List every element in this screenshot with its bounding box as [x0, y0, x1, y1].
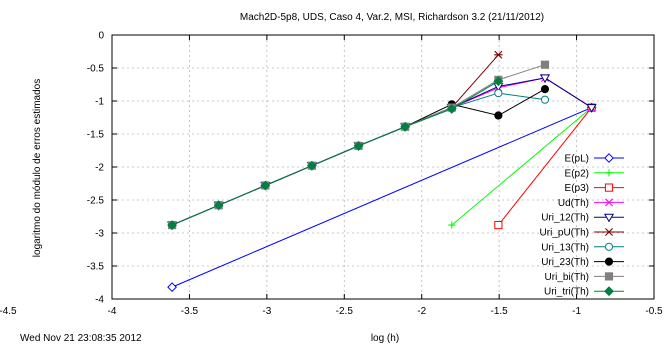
series-line	[497, 107, 592, 226]
data-point	[446, 104, 457, 114]
data-point	[167, 220, 177, 230]
data-point	[605, 198, 613, 207]
x-tick-label: -2.5	[336, 306, 354, 317]
data-point	[213, 200, 224, 211]
x-tick-label: -1.5	[491, 306, 509, 317]
data-point	[604, 272, 614, 281]
corner-tick-left: -4.5	[0, 306, 17, 317]
legend-entry-8: Uri_bi(Th)	[545, 272, 624, 283]
series-9	[167, 76, 504, 230]
plot-series	[167, 50, 597, 293]
data-point	[494, 220, 503, 230]
legend-entry-1: E(p2)	[565, 168, 624, 179]
data-point	[586, 104, 597, 113]
x-tick-label: -4	[108, 306, 117, 317]
data-point	[494, 111, 503, 120]
series-1	[448, 104, 596, 229]
y-tick-label: 0	[98, 31, 104, 42]
data-point	[448, 221, 456, 229]
axes: -4 -3.5 -3 -2.5 -2 -1.5 -1 -0.5 0 -0.5 -1 -1.5 -2 -2.…	[87, 31, 663, 318]
legend-entry-2: E(p3)	[565, 183, 624, 194]
data-point	[167, 282, 177, 293]
y-tick-label: -1.5	[87, 130, 105, 141]
data-point	[493, 76, 504, 87]
y-tick-label: -2	[95, 163, 104, 174]
x-tick-label: -2	[417, 306, 426, 317]
legend-entry-5: Uri_pU(Th)	[540, 228, 624, 239]
y-tick-label: -4	[95, 295, 104, 306]
legend-label: Uri_pU(Th)	[540, 228, 589, 239]
legend: E(pL) E(p2) E(p3) Ud(Th) Uri_12(Th) Uri_pU(Th…	[540, 153, 624, 298]
legend-label: Uri_13(Th)	[541, 242, 589, 253]
chart-title: Mach2D-5p8, UDS, Caso 4, Var.2, MSI, Ric…	[240, 12, 544, 23]
series-0	[167, 102, 597, 293]
series-line	[451, 107, 592, 226]
data-point	[604, 228, 614, 236]
footer-timestamp: Wed Nov 21 23:08:35 2012	[20, 333, 142, 344]
data-point	[603, 213, 615, 223]
legend-entry-4: Uri_12(Th)	[541, 213, 624, 224]
y-tick-label: -3.5	[87, 262, 105, 273]
legend-label: Uri_tri(Th)	[544, 287, 589, 298]
legend-entry-9: Uri_tri(Th)	[544, 286, 624, 298]
series-line	[171, 80, 499, 226]
data-point	[540, 85, 550, 94]
legend-label: E(p3)	[565, 183, 589, 194]
data-point	[604, 153, 614, 163]
y-tick-label: -1	[95, 97, 104, 108]
data-point	[307, 160, 317, 171]
data-point	[540, 95, 550, 104]
legend-label: Uri_bi(Th)	[545, 272, 589, 283]
legend-label: Ud(Th)	[558, 198, 589, 209]
x-tick-label: -3	[262, 306, 271, 317]
x-axis-label: log (h)	[371, 333, 399, 344]
data-point	[400, 121, 411, 132]
x-tick-label: -1	[572, 306, 581, 317]
data-point	[494, 50, 503, 59]
grid	[112, 35, 654, 299]
legend-entry-0: E(pL)	[565, 153, 624, 165]
series-line	[171, 88, 546, 226]
series-line	[171, 77, 592, 226]
legend-label: Uri_12(Th)	[541, 213, 589, 224]
series-2	[494, 103, 596, 230]
series-line	[171, 107, 592, 288]
legend-label: E(p2)	[565, 168, 589, 179]
series-line	[171, 77, 592, 226]
legend-entry-3: Ud(Th)	[558, 198, 624, 209]
legend-label: E(pL)	[565, 154, 589, 165]
data-point	[494, 88, 503, 98]
y-tick-label: -0.5	[87, 64, 105, 75]
data-point	[604, 257, 614, 266]
data-point	[539, 74, 551, 84]
x-tick-label: -0.5	[645, 306, 663, 317]
series-line	[171, 54, 499, 226]
data-point	[353, 140, 364, 151]
y-tick-label: -2.5	[87, 196, 105, 207]
legend-label: Uri_23(Th)	[541, 257, 589, 268]
data-point	[604, 183, 614, 192]
data-point	[604, 242, 614, 251]
legend-entry-6: Uri_13(Th)	[541, 242, 624, 253]
y-tick-label: -3	[95, 229, 104, 240]
data-point	[604, 286, 614, 297]
data-point	[540, 60, 550, 69]
x-tick-label: -3.5	[181, 306, 199, 317]
y-axis-label: logaritmo do módulo de erros estimados	[32, 79, 43, 257]
data-point	[605, 169, 613, 177]
data-point	[260, 180, 271, 191]
legend-entry-7: Uri_23(Th)	[541, 257, 624, 268]
